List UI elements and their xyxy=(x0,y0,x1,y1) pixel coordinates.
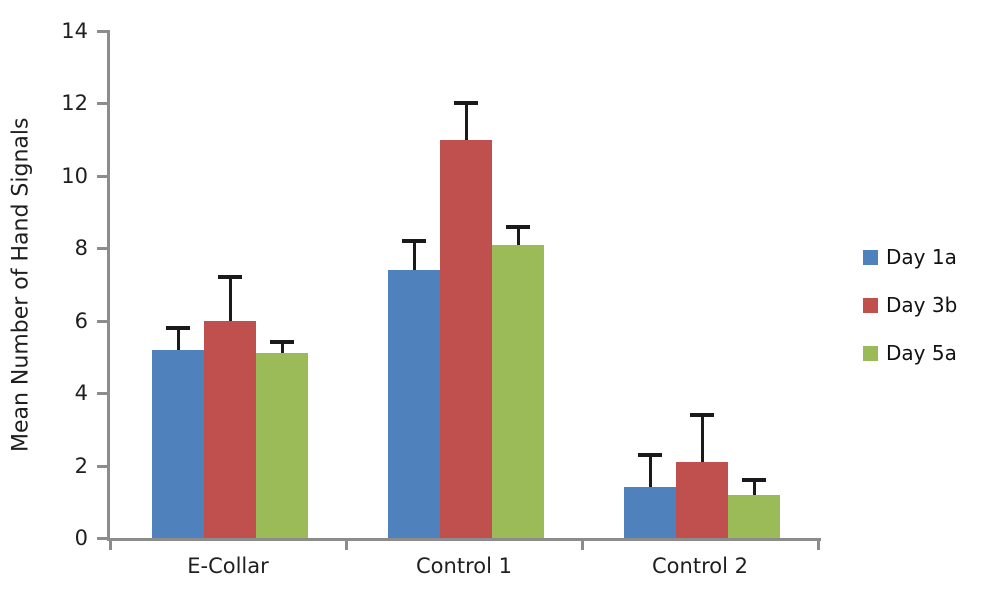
error-bar-cap xyxy=(218,275,242,280)
x-axis-tick xyxy=(345,541,348,550)
x-axis-line xyxy=(107,538,821,541)
x-axis-tick xyxy=(109,541,112,550)
y-axis-tick-label: 10 xyxy=(61,163,88,188)
y-axis-tick xyxy=(97,102,108,106)
bar-day-1a xyxy=(152,349,204,538)
y-axis-tick-label: 0 xyxy=(74,526,88,550)
y-axis-tick-label: 8 xyxy=(74,236,88,261)
error-bar-line xyxy=(648,454,652,488)
x-category-label: E-Collar xyxy=(187,554,269,578)
y-axis-tick xyxy=(97,174,108,178)
y-axis-tick-label: 12 xyxy=(61,91,88,116)
legend-swatch-day-1a xyxy=(863,249,878,265)
x-axis-tick xyxy=(817,541,820,550)
y-axis-tick-label: 4 xyxy=(74,381,88,406)
y-axis-tick xyxy=(97,537,108,540)
error-bar-cap xyxy=(454,101,478,106)
error-bar-line xyxy=(700,414,704,462)
y-axis-tick xyxy=(97,392,108,396)
bar-day-1a xyxy=(624,487,676,538)
bar-day-1a xyxy=(388,270,440,538)
x-axis-tick xyxy=(581,541,584,550)
error-bar-line xyxy=(228,277,232,321)
error-bar-cap xyxy=(742,478,766,483)
legend-swatch-day-3b xyxy=(863,297,878,313)
legend-swatch-day-5a xyxy=(863,345,878,361)
y-axis-tick-label: 2 xyxy=(74,453,88,478)
error-bar-line xyxy=(752,480,756,495)
legend-label: Day 5a xyxy=(886,341,957,365)
bar-day-3b xyxy=(676,461,728,538)
x-category-label: Control 2 xyxy=(652,554,748,578)
error-bar-line xyxy=(176,327,180,350)
y-axis-tick-label: 14 xyxy=(61,19,88,43)
error-bar-line xyxy=(412,241,416,270)
error-bar-line xyxy=(280,342,284,354)
y-axis-line xyxy=(107,30,110,541)
error-bar-cap xyxy=(506,224,530,229)
bar-day-3b xyxy=(440,139,492,538)
bar-day-5a xyxy=(492,244,544,538)
error-bar-cap xyxy=(690,412,714,417)
error-bar-line xyxy=(464,103,468,140)
legend-item: Day 3b xyxy=(863,293,957,317)
legend-item: Day 5a xyxy=(863,341,957,365)
y-axis-tick xyxy=(97,30,108,33)
legend-label: Day 1a xyxy=(886,245,957,269)
bar-day-3b xyxy=(204,320,256,538)
error-bar-cap xyxy=(402,239,426,244)
legend-label: Day 3b xyxy=(886,293,958,317)
error-bar-cap xyxy=(638,452,662,457)
y-axis-tick-label: 6 xyxy=(74,308,88,333)
y-axis-tick xyxy=(97,247,108,251)
error-bar-cap xyxy=(166,325,190,330)
error-bar-line xyxy=(516,226,520,245)
error-bar-cap xyxy=(270,340,294,345)
x-category-label: Control 1 xyxy=(416,554,512,578)
y-axis-tick xyxy=(97,464,108,468)
y-axis-tick xyxy=(97,319,108,323)
legend-item: Day 1a xyxy=(863,245,957,269)
y-axis-title: Mean Number of Hand Signals xyxy=(8,117,34,452)
bar-day-5a xyxy=(728,494,780,538)
bar-day-5a xyxy=(256,353,308,538)
